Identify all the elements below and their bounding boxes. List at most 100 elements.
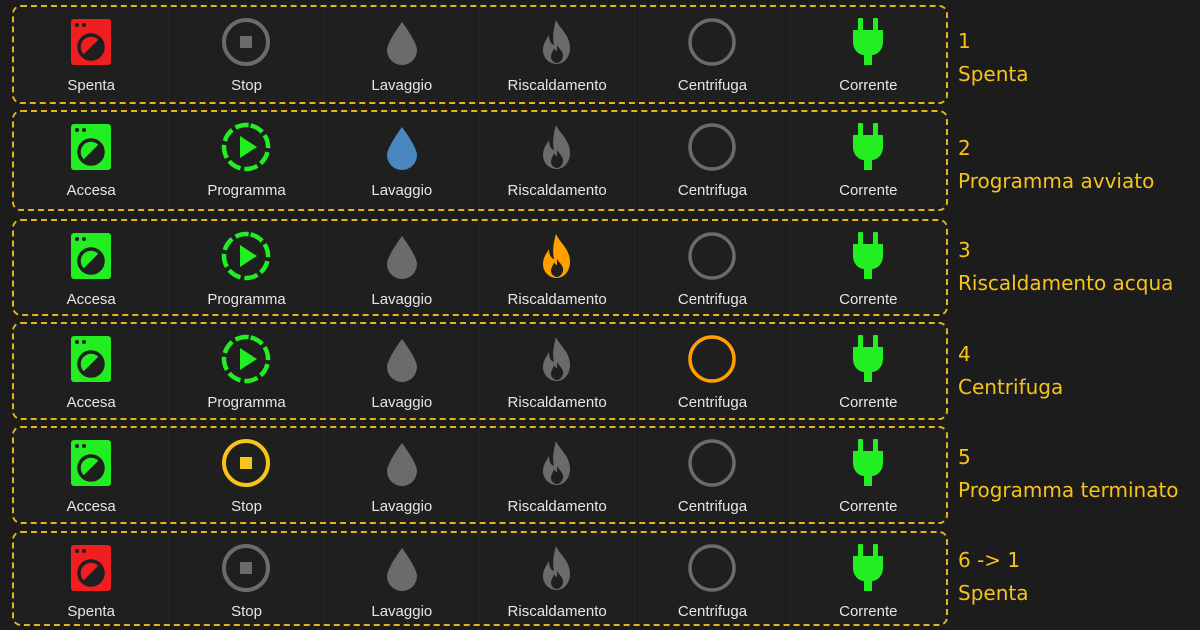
entity-tile-water-drop[interactable]: Lavaggio xyxy=(324,324,480,418)
entity-tile-spin-ring[interactable]: Centrifuga xyxy=(635,533,791,624)
stop-circle-icon xyxy=(219,15,273,69)
play-circle-dashed-icon xyxy=(222,334,271,384)
spin-ring-icon xyxy=(688,439,737,487)
entity-tile-power-plug[interactable]: Corrente xyxy=(790,533,946,624)
water-drop-icon xyxy=(375,229,429,283)
entity-tile-water-drop[interactable]: Lavaggio xyxy=(324,7,480,102)
power-plug-icon xyxy=(841,541,895,595)
spin-ring-icon xyxy=(688,335,737,383)
washing-machine-icon xyxy=(64,120,118,174)
tile-label: Corrente xyxy=(839,182,898,199)
tile-label: Programma xyxy=(207,291,286,308)
state-number: 1 xyxy=(958,29,971,53)
entity-tile-water-drop[interactable]: Lavaggio xyxy=(324,533,480,624)
water-drop-icon xyxy=(386,236,417,279)
entity-tile-water-drop[interactable]: Lavaggio xyxy=(324,112,480,209)
state-title: Riscaldamento acqua xyxy=(958,271,1174,295)
fire-icon xyxy=(530,120,584,174)
entity-tile-washing-machine[interactable]: Accesa xyxy=(14,428,170,522)
entity-tile-fire[interactable]: Riscaldamento xyxy=(479,428,636,522)
entity-tile-fire[interactable]: Riscaldamento xyxy=(479,533,636,624)
entity-tile-washing-machine[interactable]: Accesa xyxy=(14,324,170,418)
entity-tile-spin-ring[interactable]: Centrifuga xyxy=(635,428,791,522)
tile-label: Accesa xyxy=(66,394,116,411)
entity-tile-stop-circle[interactable]: Stop xyxy=(169,428,325,522)
fire-icon xyxy=(543,125,571,169)
stop-circle-icon xyxy=(219,436,273,490)
state-number: 4 xyxy=(958,342,971,366)
fire-icon xyxy=(543,337,571,381)
tile-label: Lavaggio xyxy=(371,603,433,620)
washing-machine-icon xyxy=(71,336,112,382)
state-title: Programma avviato xyxy=(958,169,1155,193)
fire-icon xyxy=(543,234,571,278)
power-plug-icon xyxy=(841,229,895,283)
entity-tile-stop-circle[interactable]: Stop xyxy=(169,7,325,102)
entity-tile-washing-machine[interactable]: Spenta xyxy=(14,7,170,102)
fire-icon xyxy=(530,541,584,595)
spin-ring-icon xyxy=(688,232,737,280)
entity-tile-washing-machine[interactable]: Accesa xyxy=(14,112,170,209)
play-circle-dashed-icon xyxy=(219,229,273,283)
state-number: 6 -> 1 xyxy=(958,548,1021,572)
spin-ring-icon xyxy=(685,332,739,386)
entity-tile-play-circle-dashed[interactable]: Programma xyxy=(169,112,325,209)
entity-tile-washing-machine[interactable]: Accesa xyxy=(14,221,170,314)
entity-tile-power-plug[interactable]: Corrente xyxy=(790,112,946,209)
tile-label: Corrente xyxy=(839,291,898,308)
power-plug-icon xyxy=(853,544,884,591)
spin-ring-icon xyxy=(685,120,739,174)
tile-label: Riscaldamento xyxy=(507,291,607,308)
fire-icon xyxy=(543,20,571,64)
entity-tile-power-plug[interactable]: Corrente xyxy=(790,7,946,102)
tile-label: Riscaldamento xyxy=(507,394,607,411)
entity-tile-power-plug[interactable]: Corrente xyxy=(790,428,946,522)
state-number: 5 xyxy=(958,445,971,469)
fire-icon xyxy=(530,15,584,69)
water-drop-icon xyxy=(386,443,417,486)
tile-label: Centrifuga xyxy=(677,77,748,94)
state-row: Spenta Stop Lavaggio Riscaldamento Centr… xyxy=(12,5,948,104)
tile-label: Centrifuga xyxy=(677,498,748,515)
water-drop-icon xyxy=(386,22,417,65)
power-plug-icon xyxy=(841,120,895,174)
entity-tile-power-plug[interactable]: Corrente xyxy=(790,324,946,418)
entity-tile-spin-ring[interactable]: Centrifuga xyxy=(635,221,791,314)
water-drop-icon xyxy=(375,120,429,174)
washing-machine-icon xyxy=(64,541,118,595)
washing-machine-icon xyxy=(71,233,112,279)
tile-label: Accesa xyxy=(66,291,116,308)
state-title: Spenta xyxy=(958,62,1029,86)
tile-label: Accesa xyxy=(66,182,116,199)
washing-machine-icon xyxy=(71,124,112,170)
entity-tile-play-circle-dashed[interactable]: Programma xyxy=(169,221,325,314)
entity-tile-fire[interactable]: Riscaldamento xyxy=(479,7,636,102)
power-plug-icon xyxy=(853,232,884,279)
entity-tile-play-circle-dashed[interactable]: Programma xyxy=(169,324,325,418)
entity-tile-spin-ring[interactable]: Centrifuga xyxy=(635,112,791,209)
entity-tile-water-drop[interactable]: Lavaggio xyxy=(324,428,480,522)
stop-circle-icon xyxy=(219,541,273,595)
washing-machine-icon xyxy=(64,436,118,490)
tile-label: Accesa xyxy=(66,498,116,515)
entity-tile-spin-ring[interactable]: Centrifuga xyxy=(635,324,791,418)
spin-ring-icon xyxy=(688,18,737,66)
entity-tile-washing-machine[interactable]: Spenta xyxy=(14,533,170,624)
entity-tile-spin-ring[interactable]: Centrifuga xyxy=(635,7,791,102)
washing-machine-icon xyxy=(71,545,112,591)
entity-tile-stop-circle[interactable]: Stop xyxy=(169,533,325,624)
stop-circle-icon xyxy=(222,18,271,66)
tile-label: Lavaggio xyxy=(371,291,433,308)
entity-tile-power-plug[interactable]: Corrente xyxy=(790,221,946,314)
state-caption: 2 Programma avviato xyxy=(958,132,1154,198)
entity-tile-fire[interactable]: Riscaldamento xyxy=(479,324,636,418)
state-caption: 5 Programma terminato xyxy=(958,441,1179,507)
entity-tile-fire[interactable]: Riscaldamento xyxy=(479,112,636,209)
fire-icon xyxy=(530,332,584,386)
fire-icon xyxy=(530,229,584,283)
tile-label: Stop xyxy=(231,498,262,515)
entity-tile-fire[interactable]: Riscaldamento xyxy=(479,221,636,314)
washing-machine-icon xyxy=(71,19,112,65)
tile-label: Centrifuga xyxy=(677,603,748,620)
entity-tile-water-drop[interactable]: Lavaggio xyxy=(324,221,480,314)
